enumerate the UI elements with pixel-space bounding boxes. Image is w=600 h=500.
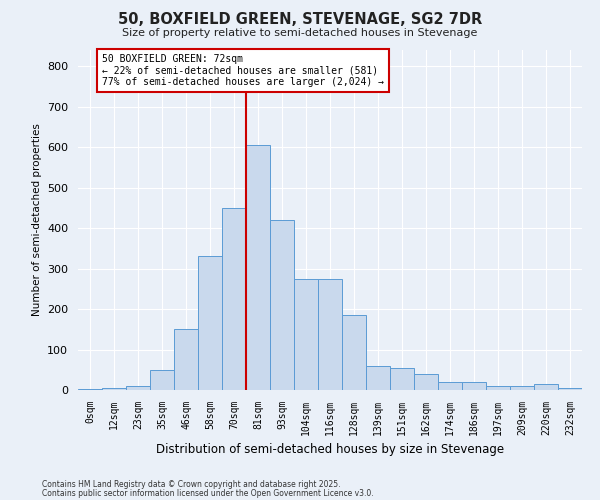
Bar [342, 315, 366, 390]
Text: 50 BOXFIELD GREEN: 72sqm
← 22% of semi-detached houses are smaller (581)
77% of : 50 BOXFIELD GREEN: 72sqm ← 22% of semi-d… [102, 54, 384, 87]
Text: 50, BOXFIELD GREEN, STEVENAGE, SG2 7DR: 50, BOXFIELD GREEN, STEVENAGE, SG2 7DR [118, 12, 482, 28]
Bar [294, 278, 318, 390]
Bar [198, 256, 222, 390]
Bar [174, 330, 198, 390]
Bar [246, 145, 270, 390]
Bar [510, 386, 534, 390]
Bar [558, 388, 582, 390]
Bar [222, 208, 246, 390]
Bar [366, 366, 390, 390]
Bar [534, 384, 558, 390]
Bar [438, 382, 462, 390]
Bar [270, 220, 294, 390]
Text: Contains HM Land Registry data © Crown copyright and database right 2025.: Contains HM Land Registry data © Crown c… [42, 480, 341, 489]
Bar [102, 388, 126, 390]
Bar [414, 374, 438, 390]
Bar [390, 368, 414, 390]
Bar [78, 389, 102, 390]
Text: Size of property relative to semi-detached houses in Stevenage: Size of property relative to semi-detach… [122, 28, 478, 38]
X-axis label: Distribution of semi-detached houses by size in Stevenage: Distribution of semi-detached houses by … [156, 444, 504, 456]
Bar [150, 370, 174, 390]
Bar [462, 382, 486, 390]
Text: Contains public sector information licensed under the Open Government Licence v3: Contains public sector information licen… [42, 488, 374, 498]
Bar [318, 278, 342, 390]
Bar [486, 386, 510, 390]
Bar [126, 386, 150, 390]
Y-axis label: Number of semi-detached properties: Number of semi-detached properties [32, 124, 41, 316]
